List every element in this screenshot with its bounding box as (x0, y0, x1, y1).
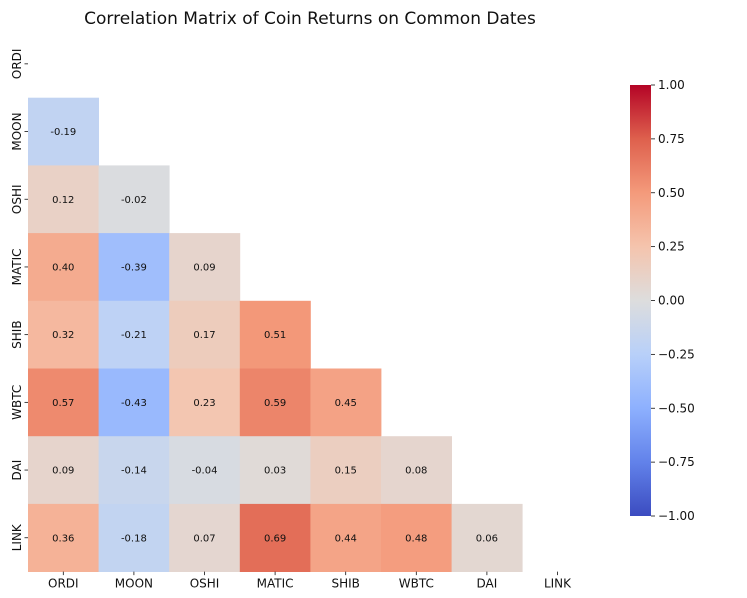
heatmap-cell-dai-shib (310, 436, 382, 505)
cell-value-label: -0.18 (121, 533, 147, 544)
colorbar-tick-label: 1.00 (658, 78, 685, 92)
heatmap-cell-wbtc-ordi (28, 368, 99, 437)
heatmap-cell-link-oshi (169, 503, 241, 572)
heatmap-cell-shib-ordi (28, 300, 99, 369)
y-tick-label-wbtc: WBTC (10, 385, 24, 420)
cell-value-label: 0.69 (264, 533, 286, 544)
cell-value-label: 0.17 (193, 330, 215, 341)
colorbar-tick-label: 0.25 (658, 240, 685, 254)
y-tick-label-dai: DAI (10, 460, 24, 481)
heatmap-cell-link-wbtc (381, 503, 452, 572)
heatmap-cell-link-matic (239, 503, 311, 572)
colorbar-tick-label: −0.75 (658, 455, 695, 469)
cell-value-label: 0.06 (476, 533, 498, 544)
y-tick-label-moon: MOON (10, 112, 24, 150)
cell-value-label: -0.04 (192, 466, 218, 477)
cell-value-label: 0.59 (264, 398, 286, 409)
x-tick-label-oshi: OSHI (190, 577, 220, 591)
y-tick-label-oshi: OSHI (10, 184, 24, 214)
x-tick-label-wbtc: WBTC (399, 577, 434, 591)
heatmap-cell-dai-moon (98, 436, 170, 505)
heatmap-cell-shib-moon (98, 300, 170, 369)
cell-value-label: -0.43 (121, 398, 147, 409)
x-tick-label-link: LINK (544, 577, 572, 591)
heatmap-cell-shib-oshi (169, 300, 241, 369)
cell-value-label: 0.15 (335, 466, 357, 477)
cell-value-label: 0.36 (52, 533, 74, 544)
x-tick-label-moon: MOON (115, 577, 153, 591)
cell-value-label: 0.32 (52, 330, 74, 341)
colorbar-ticks: 1.00 0.75 0.50 0.25 0.00 −0.25 −0.50 −0.75 −1.00 (651, 78, 695, 523)
x-tick-label-shib: SHIB (331, 577, 359, 591)
cell-value-label: 0.09 (52, 466, 74, 477)
y-axis-ticks: ORDI MOON OSHI MATIC SHIB WBTC DAI LINK (10, 49, 28, 551)
cell-value-label: 0.44 (335, 533, 357, 544)
colorbar-tick-label: 0.75 (658, 132, 685, 146)
heatmap-cell-wbtc-matic (239, 368, 311, 437)
cell-value-label: -0.21 (121, 330, 147, 341)
heatmap-cell-matic-oshi (169, 233, 241, 302)
heatmap-cell-link-ordi (28, 503, 99, 572)
cell-value-label: 0.45 (335, 398, 357, 409)
y-tick-label-ordi: ORDI (10, 49, 24, 80)
cell-value-label: 0.57 (52, 398, 74, 409)
heatmap-cell-link-shib (310, 503, 382, 572)
y-tick-label-link: LINK (10, 523, 24, 551)
cell-value-label: 0.12 (52, 195, 74, 206)
cell-value-label: 0.40 (52, 262, 74, 273)
cell-value-label: -0.14 (121, 466, 147, 477)
heatmap-cell-dai-wbtc (381, 436, 452, 505)
heatmap-cell-dai-ordi (28, 436, 99, 505)
heatmap-cells: -0.19 0.12 -0.02 0.40 -0.39 0.09 0.32 -0.21 0.17… (28, 97, 523, 572)
heatmap-cell-wbtc-oshi (169, 368, 241, 437)
heatmap-cell-oshi-moon (98, 165, 170, 234)
chart-title: Correlation Matrix of Coin Returns on Co… (84, 9, 536, 29)
heatmap-cell-wbtc-moon (98, 368, 170, 437)
x-tick-label-dai: DAI (477, 577, 498, 591)
heatmap-cell-oshi-ordi (28, 165, 99, 234)
heatmap-cell-dai-oshi (169, 436, 241, 505)
heatmap-cell-matic-moon (98, 233, 170, 302)
cell-value-label: 0.03 (264, 466, 286, 477)
cell-value-label: 0.08 (405, 466, 427, 477)
heatmap-cell-matic-ordi (28, 233, 99, 302)
colorbar-gradient (630, 85, 651, 516)
colorbar-tick-label: 0.50 (658, 186, 685, 200)
cell-value-label: 0.51 (264, 330, 286, 341)
heatmap-cell-dai-matic (239, 436, 311, 505)
cell-value-label: -0.39 (121, 262, 147, 273)
colorbar-tick-label: −1.00 (658, 509, 695, 523)
y-tick-label-matic: MATIC (10, 249, 24, 286)
cell-value-label: -0.19 (50, 127, 76, 138)
heatmap-cell-moon-ordi (28, 97, 99, 166)
heatmap-cell-link-dai (451, 503, 523, 572)
y-tick-label-shib: SHIB (10, 320, 24, 348)
cell-value-label: 0.23 (193, 398, 215, 409)
cell-value-label: 0.09 (193, 262, 215, 273)
x-tick-label-ordi: ORDI (48, 577, 79, 591)
heatmap-cell-wbtc-shib (310, 368, 382, 437)
cell-value-label: -0.02 (121, 195, 147, 206)
colorbar: 1.00 0.75 0.50 0.25 0.00 −0.25 −0.50 −0.75 −1.00 (630, 78, 695, 523)
heatmap-cell-link-moon (98, 503, 170, 572)
x-tick-label-matic: MATIC (257, 577, 294, 591)
colorbar-tick-label: −0.25 (658, 347, 695, 361)
heatmap-cell-shib-matic (239, 300, 311, 369)
x-axis-ticks: ORDI MOON OSHI MATIC SHIB WBTC DAI LINK (48, 571, 572, 591)
cell-value-label: 0.07 (193, 533, 215, 544)
colorbar-tick-label: 0.00 (658, 294, 685, 308)
cell-value-label: 0.48 (405, 533, 427, 544)
colorbar-tick-label: −0.50 (658, 401, 695, 415)
